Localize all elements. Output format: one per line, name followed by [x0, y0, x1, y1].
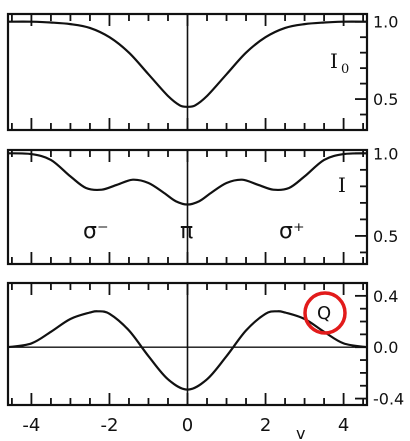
x-tick-label: 0	[182, 415, 193, 436]
x-tick-label: 2	[260, 415, 271, 436]
panel-label-q: Q	[317, 303, 331, 324]
panel-label-i0: I	[330, 49, 338, 73]
dynamic-marks: 1.0 0.5 1.0 0.5 0.4 0.0 -0.4 -4 -2 0 2 4	[22, 13, 404, 436]
highlight-circle	[303, 291, 347, 335]
sigma-plus-annotation: σ⁺	[279, 219, 305, 244]
panel-label-i: I	[338, 173, 346, 197]
y-tick-label: 0.0	[373, 338, 398, 357]
x-tick-label: -4	[22, 415, 40, 436]
y-tick-label: 0.5	[373, 90, 398, 109]
x-tick-label: 4	[338, 415, 349, 436]
sigma-minus-annotation: σ⁻	[83, 219, 109, 244]
y-tick-label: 1.0	[373, 144, 398, 163]
x-axis-label: v	[296, 424, 305, 441]
pi-annotation: π	[180, 219, 193, 244]
x-tick-label: -2	[100, 415, 118, 436]
y-tick-label: 0.5	[373, 227, 398, 246]
y-tick-label: 0.4	[373, 287, 398, 306]
series-line-1	[7, 20, 368, 108]
series-line-3	[7, 310, 368, 391]
series-line-2	[7, 152, 368, 206]
y-tick-label: -0.4	[373, 390, 404, 409]
panels	[6, 12, 369, 407]
y-tick-label: 1.0	[373, 13, 398, 32]
panel-label-i0-subscript: 0	[341, 62, 349, 77]
